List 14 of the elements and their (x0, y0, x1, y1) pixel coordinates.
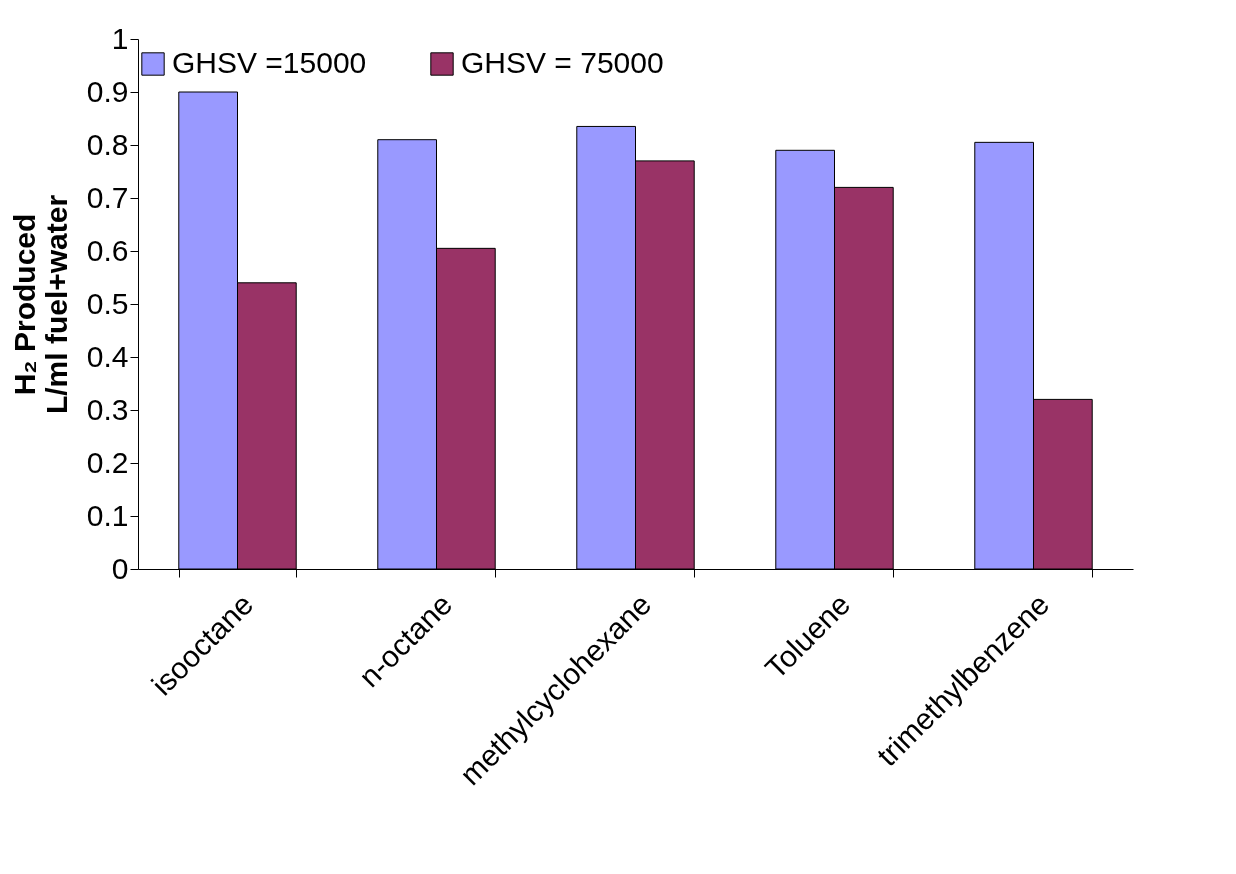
legend-label: GHSV = 75000 (461, 46, 664, 79)
y-tick-label: 1 (111, 21, 129, 55)
y-tick-label: 0.3 (86, 392, 129, 426)
y-tick-label: 0.4 (86, 339, 129, 373)
y-tick-label: 0.8 (86, 127, 129, 161)
y-tick-label: 0.1 (86, 498, 129, 532)
y-tick-label: 0 (111, 551, 129, 585)
y-tick-label: 0.7 (86, 180, 129, 214)
y-tick-label: 0.6 (86, 233, 129, 267)
y-axis-title: H₂ Produced L/ml fuel+water (7, 194, 73, 415)
y-tick-label: 0.2 (86, 445, 129, 479)
legend-label: GHSV =15000 (172, 46, 367, 79)
y-tick-label: 0.9 (86, 74, 129, 108)
y-tick-label: 0.5 (86, 286, 129, 320)
